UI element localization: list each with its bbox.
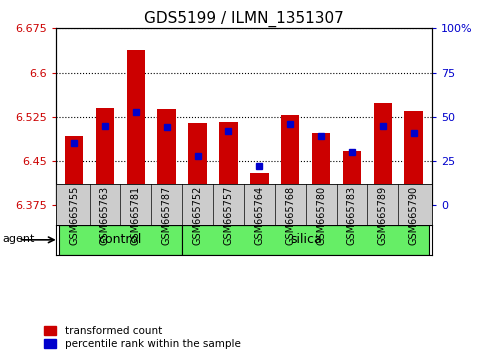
Title: GDS5199 / ILMN_1351307: GDS5199 / ILMN_1351307	[144, 11, 344, 27]
Text: GSM665781: GSM665781	[131, 186, 141, 245]
Bar	[157, 109, 176, 205]
Text: GSM665790: GSM665790	[409, 186, 419, 245]
Text: GSM665757: GSM665757	[224, 186, 233, 245]
Legend: transformed count, percentile rank within the sample: transformed count, percentile rank withi…	[44, 326, 241, 349]
Text: agent: agent	[2, 234, 35, 244]
Text: GSM665752: GSM665752	[193, 186, 202, 245]
Text: control: control	[99, 233, 142, 246]
Bar	[182, 225, 429, 255]
Bar	[219, 122, 238, 205]
Bar	[343, 151, 361, 205]
Bar	[250, 173, 269, 205]
Bar	[58, 225, 182, 255]
Text: GSM665764: GSM665764	[255, 186, 264, 245]
Bar	[281, 115, 299, 205]
Bar	[404, 111, 423, 205]
Text: GSM665755: GSM665755	[69, 186, 79, 245]
Text: GSM665780: GSM665780	[316, 186, 326, 245]
Text: GSM665789: GSM665789	[378, 186, 388, 245]
Text: silica: silica	[290, 233, 322, 246]
Bar	[374, 103, 392, 205]
Bar	[96, 108, 114, 205]
Bar	[312, 133, 330, 205]
Text: GSM665768: GSM665768	[285, 186, 295, 245]
Bar	[65, 136, 84, 205]
Text: GSM665783: GSM665783	[347, 186, 357, 245]
Text: GSM665763: GSM665763	[100, 186, 110, 245]
Bar	[127, 50, 145, 205]
Bar	[188, 123, 207, 205]
Text: GSM665787: GSM665787	[162, 186, 172, 245]
